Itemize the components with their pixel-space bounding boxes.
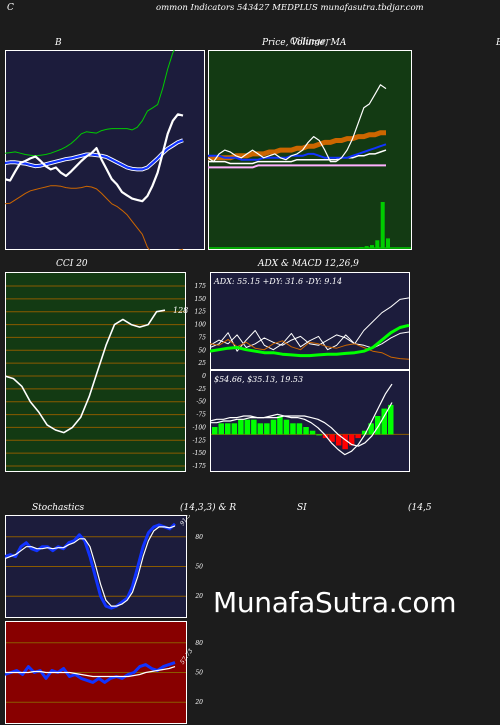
cci-tick-label: -25 [196, 386, 206, 393]
rsi-title: SI [297, 503, 307, 513]
pv-ma-blue-line [208, 143, 387, 161]
cci-tick-label: 125 [195, 309, 207, 316]
cci-title: CCI 20 [56, 259, 88, 269]
cci-tick-label: -150 [193, 450, 207, 457]
rsi-params: (14,5 [408, 503, 432, 513]
macd-histogram-bar [238, 419, 244, 435]
macd-histogram-bar [381, 408, 387, 435]
cci-tick-label: -50 [196, 399, 206, 406]
macd-histogram-bar [335, 434, 342, 446]
osc-tick-label: 50 [195, 670, 203, 677]
stochastics-title: Stochastics [32, 503, 85, 513]
cci-tick-label: -125 [193, 437, 207, 444]
macd-histogram-bar [375, 416, 381, 435]
macd-histogram-bar [225, 423, 231, 435]
price-title: Price, Volume, MA [262, 38, 347, 48]
adx-values: ADX: 55.15 +DY: 31.6 -DY: 9.14 [213, 277, 342, 286]
macd-histogram-bar [303, 427, 309, 435]
osc-tick-label: 80 [195, 534, 203, 541]
adx-chart: ADX: 55.15 +DY: 31.6 -DY: 9.14 [210, 272, 410, 370]
cci-tick-label: 150 [195, 296, 207, 303]
osc-tick-label: 20 [194, 593, 203, 600]
macd-histogram-bar [329, 434, 335, 442]
cci-tick-label: 25 [197, 360, 206, 367]
stochastics-params: (14,3,3) & R [180, 503, 237, 513]
adx-minus-di-line [210, 338, 410, 360]
macd-histogram-bar [309, 430, 316, 435]
price-title-overlap: Oillinger [290, 37, 331, 47]
panel-background [210, 272, 410, 370]
price-volume-chart [208, 50, 412, 250]
bollinger-chart [5, 50, 205, 250]
cci-chart: 175 150 125 100 75 50 25 0 -25 -50 -75 -100 -125 -150… [5, 272, 207, 472]
volume-bar [370, 245, 374, 248]
adx-adx-line [210, 323, 410, 358]
header-left-letter: C [7, 3, 14, 13]
page-title: ommon Indicators 543427 MEDPLUS munafasu… [156, 3, 424, 13]
pv-ma-orange-line [208, 130, 386, 161]
pv-ma-white-line [208, 149, 387, 165]
volume-bar [380, 202, 385, 248]
cci-line [5, 309, 166, 434]
macd-histogram-bar [388, 404, 394, 435]
panel-background [5, 50, 205, 250]
osc-tick-label: 50 [195, 564, 203, 571]
cci-tick-label: 175 [195, 283, 207, 290]
macd-histogram-bar [342, 434, 348, 450]
macd-histogram-bar [348, 434, 355, 446]
volume-bar [375, 240, 380, 248]
macd-signal-line [210, 402, 393, 447]
macd-histogram-bar [316, 434, 322, 436]
macd-histogram-bar [368, 423, 374, 435]
panel-background [5, 272, 186, 472]
volume-bar [364, 246, 369, 248]
cci-tick-label: 50 [198, 347, 206, 354]
pv-ma-pink-line [208, 164, 386, 169]
cci-tick-label: 100 [195, 322, 207, 329]
bb-middle-band [5, 139, 184, 171]
macd-histogram-bar [244, 419, 251, 435]
volume-bar [386, 238, 390, 248]
macd-histogram-bar [290, 423, 296, 435]
cci-tick-label: 0 [202, 373, 206, 380]
macd-histogram-bar [296, 423, 303, 435]
macd-histogram-bar [361, 430, 368, 435]
macd-histogram-bar [231, 423, 238, 435]
right-cut-title: B [496, 38, 500, 48]
cci-tick-label: -75 [196, 412, 206, 419]
bb-lower-band [5, 185, 184, 250]
cci-last-value: 128 [173, 306, 188, 315]
macd-histogram-bar [257, 423, 264, 435]
macd-histogram-bar [283, 419, 290, 435]
bollinger-title: B [55, 38, 62, 48]
osc-signal-line [5, 666, 176, 678]
macd-histogram-bar [264, 423, 270, 435]
macd-histogram-bar [218, 423, 224, 435]
cci-tick-label: 75 [198, 334, 206, 341]
macd-histogram-bar [270, 419, 277, 435]
pv-price-line [208, 84, 387, 163]
macd-macd-line [210, 383, 393, 456]
macd-histogram-bar [277, 416, 283, 435]
macd-histogram-bar [212, 427, 218, 435]
macd-histogram-bar [251, 419, 257, 435]
osc-k-line [5, 522, 177, 610]
macd-histogram-bar [355, 434, 361, 439]
cci-tick-label: -175 [193, 463, 207, 470]
macd-chart: $54.66, $35.13, 19.53 [210, 370, 410, 472]
bb-price-line [5, 113, 184, 203]
watermark: MunafaSutra.com [213, 586, 457, 619]
osc-d-line [5, 525, 176, 607]
macd-values: $54.66, $35.13, 19.53 [214, 375, 303, 384]
panel-background [208, 50, 412, 250]
cci-tick-label: -100 [193, 424, 207, 431]
osc-tick-label: 20 [194, 699, 203, 706]
adx-macd-title: ADX & MACD 12,26,9 [258, 259, 359, 269]
osc-tick-label: 80 [195, 640, 203, 647]
